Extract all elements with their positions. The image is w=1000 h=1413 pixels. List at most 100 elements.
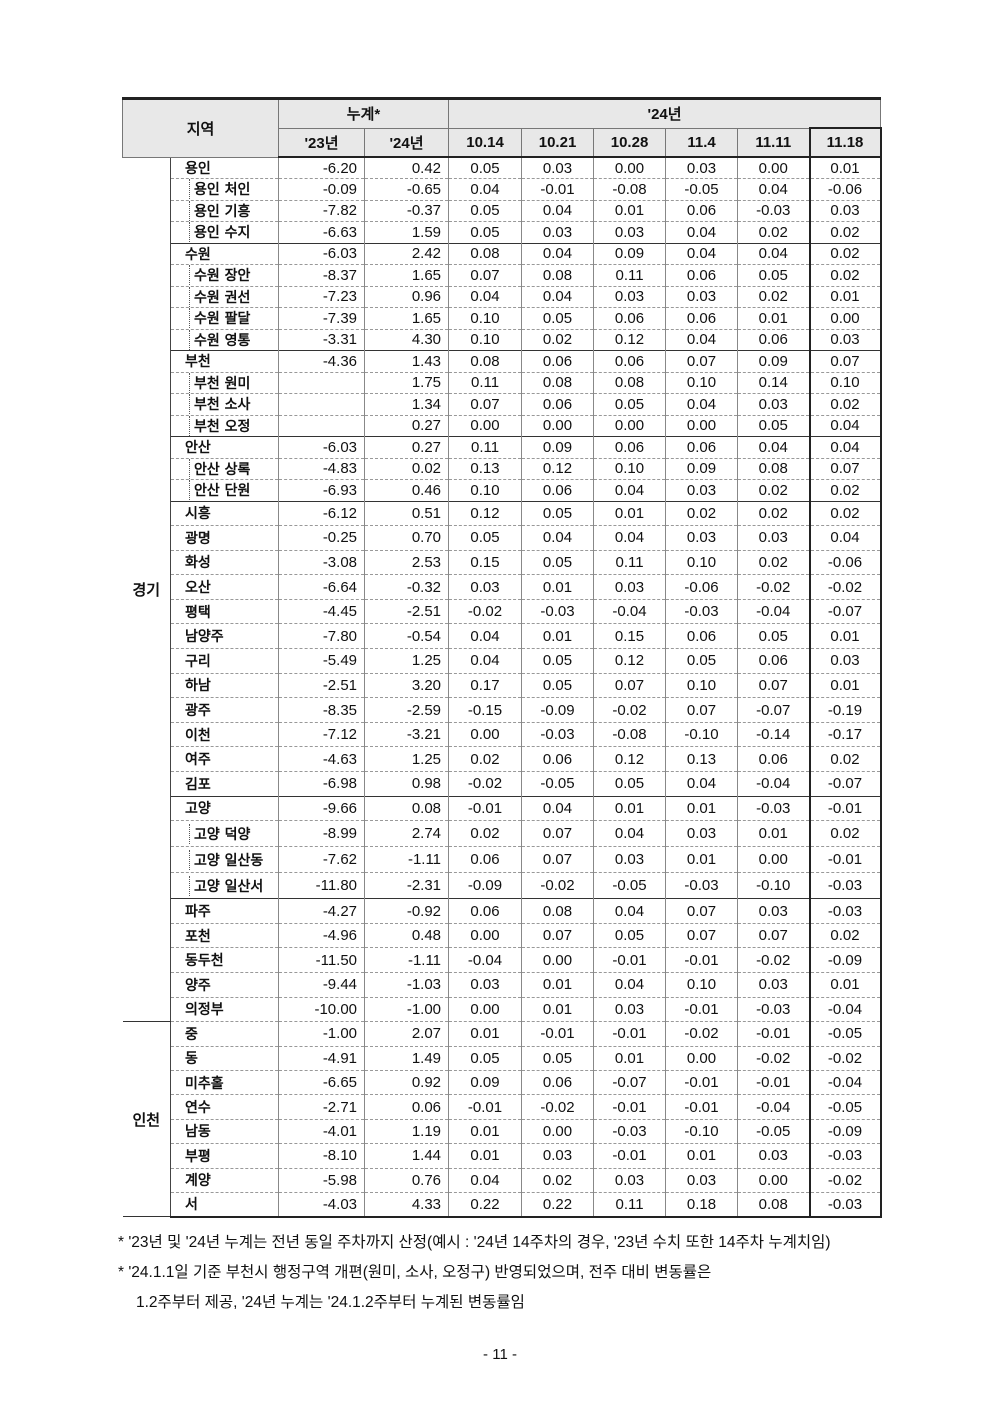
region-name: 오산 bbox=[169, 574, 279, 600]
table-row: 수원 장안 -8.37 1.65 0.07 0.08 0.11 0.06 0.05 0.02 bbox=[123, 264, 882, 287]
weekly-change-cell: 0.01 bbox=[665, 1143, 738, 1169]
weekly-change-cell: 0.01 bbox=[448, 1143, 522, 1169]
cumulative-cell: 1.43 bbox=[364, 350, 449, 373]
weekly-change-cell: 0.08 bbox=[593, 372, 666, 394]
weekly-change-cell: -0.01 bbox=[521, 178, 594, 201]
cumulative-cell: 0.92 bbox=[364, 1070, 449, 1096]
region-name-text: 부천 원미 bbox=[189, 372, 250, 393]
cumulative-cell: 3.20 bbox=[364, 673, 449, 699]
weekly-change-cell: 0.02 bbox=[737, 500, 810, 527]
table-row: 안산 상록 -4.83 0.02 0.13 0.12 0.10 0.09 0.08 0.07 bbox=[123, 458, 882, 480]
weekly-change-cell: 0.03 bbox=[665, 525, 738, 551]
cumulative-cell: -6.12 bbox=[278, 500, 365, 527]
cumulative-cell: -4.83 bbox=[278, 458, 365, 480]
table-row: 고양 덕양 -8.99 2.74 0.02 0.07 0.04 0.03 0.01 0.02 bbox=[123, 820, 882, 848]
cumulative-cell: 0.27 bbox=[364, 415, 449, 437]
weekly-change-cell: 0.08 bbox=[737, 1192, 810, 1218]
cumulative-cell: -7.80 bbox=[278, 623, 365, 650]
cumulative-cell: -0.92 bbox=[364, 898, 449, 924]
region-name-text: 수원 장안 bbox=[189, 265, 250, 286]
region-name-text: 연수 bbox=[185, 1100, 211, 1117]
cumulative-cell: -1.03 bbox=[364, 972, 449, 998]
cumulative-cell: 1.25 bbox=[364, 648, 449, 674]
cumulative-cell: -1.11 bbox=[364, 947, 449, 973]
table-row: 계양 -5.98 0.76 0.04 0.02 0.03 0.03 0.00 -0.02 bbox=[123, 1168, 882, 1193]
weekly-change-cell: 0.04 bbox=[737, 242, 810, 265]
weekly-change-cell: 0.03 bbox=[593, 574, 666, 600]
region-name-text: 용인 bbox=[185, 160, 211, 177]
header-week: 10.14 bbox=[448, 127, 523, 158]
weekly-change-cell: 0.00 bbox=[448, 997, 522, 1023]
cumulative-cell: 0.51 bbox=[364, 500, 449, 527]
weekly-change-cell: 0.03 bbox=[593, 286, 666, 308]
region-name-text: 파주 bbox=[185, 904, 211, 921]
weekly-change-cell: 0.06 bbox=[665, 264, 738, 287]
cumulative-cell: 1.65 bbox=[364, 264, 449, 287]
weekly-change-cell: 0.06 bbox=[737, 329, 810, 351]
weekly-change-cell: 0.10 bbox=[665, 550, 738, 576]
cumulative-cell: 1.65 bbox=[364, 307, 449, 330]
weekly-change-cell: -0.01 bbox=[808, 846, 882, 874]
header-week: 11.18 bbox=[808, 127, 882, 158]
weekly-change-cell: -0.10 bbox=[737, 872, 810, 900]
weekly-change-cell: 0.13 bbox=[665, 746, 738, 773]
weekly-change-cell: -0.04 bbox=[737, 599, 810, 625]
weekly-change-cell: 0.01 bbox=[808, 157, 882, 179]
weekly-change-cell: 0.07 bbox=[665, 923, 738, 949]
header-week: 10.21 bbox=[521, 127, 595, 158]
weekly-change-cell: 0.00 bbox=[665, 1046, 738, 1071]
region-name: 남양주 bbox=[169, 623, 279, 650]
weekly-change-cell: 0.03 bbox=[737, 1143, 810, 1169]
table-row: 인천 중 -1.00 2.07 0.01 -0.01 -0.01 -0.02 -0.01 -0.0… bbox=[122, 1021, 882, 1218]
region-name-text: 포천 bbox=[185, 928, 211, 945]
region-name-text: 용인 처인 bbox=[189, 179, 250, 200]
region-name: 중 bbox=[169, 1021, 279, 1047]
weekly-change-cell: 0.09 bbox=[737, 350, 810, 373]
weekly-change-cell: 0.06 bbox=[448, 898, 522, 924]
weekly-change-cell: 0.08 bbox=[448, 242, 522, 265]
weekly-change-cell: 0.12 bbox=[593, 746, 666, 773]
cumulative-cell: -0.65 bbox=[364, 178, 449, 201]
table-row: 이천 -7.12 -3.21 0.00 -0.03 -0.08 -0.10 -0.14 -0.1… bbox=[123, 722, 882, 748]
cumulative-cell: -7.23 bbox=[278, 286, 365, 308]
weekly-change-cell: 0.03 bbox=[448, 972, 522, 998]
weekly-change-cell: 0.06 bbox=[665, 307, 738, 330]
price-change-table: 지역 누계* '24년 '23년 '24년 10.14 10.21 10.28 … bbox=[121, 97, 882, 1218]
weekly-change-cell: 0.02 bbox=[808, 264, 882, 287]
weekly-change-cell: 0.01 bbox=[448, 1021, 522, 1047]
region-name: 남동 bbox=[169, 1119, 279, 1145]
cumulative-cell: -0.09 bbox=[278, 178, 365, 201]
cumulative-cell: -4.27 bbox=[278, 898, 365, 924]
weekly-change-cell: 0.05 bbox=[737, 264, 810, 287]
group-label: 경기 bbox=[122, 156, 171, 1023]
weekly-change-cell: 0.09 bbox=[665, 458, 738, 480]
weekly-change-cell: 0.01 bbox=[448, 1119, 522, 1145]
weekly-change-cell: 0.09 bbox=[448, 1070, 522, 1096]
cumulative-cell: -7.39 bbox=[278, 307, 365, 330]
weekly-change-cell: -0.06 bbox=[808, 178, 882, 201]
weekly-change-cell: 0.10 bbox=[593, 458, 666, 480]
weekly-change-cell: -0.04 bbox=[808, 1070, 882, 1096]
region-name-text: 하남 bbox=[185, 678, 211, 695]
cumulative-cell: 2.07 bbox=[364, 1021, 449, 1047]
weekly-change-cell: -0.03 bbox=[665, 872, 738, 900]
weekly-change-cell: 0.08 bbox=[448, 350, 522, 373]
cumulative-cell: -11.80 bbox=[278, 872, 365, 900]
weekly-change-cell: 0.04 bbox=[808, 415, 882, 437]
region-name-text: 고양 일산서 bbox=[189, 875, 263, 896]
weekly-change-cell: 0.06 bbox=[665, 623, 738, 650]
weekly-change-cell: -0.07 bbox=[737, 697, 810, 723]
weekly-change-cell: 0.07 bbox=[808, 350, 882, 373]
weekly-change-cell: 0.04 bbox=[521, 286, 594, 308]
weekly-change-cell: 0.07 bbox=[521, 846, 594, 874]
weekly-change-cell: 0.01 bbox=[593, 795, 666, 822]
weekly-change-cell: 0.03 bbox=[665, 479, 738, 502]
weekly-change-cell: 0.06 bbox=[593, 350, 666, 373]
weekly-change-cell: 0.03 bbox=[593, 221, 666, 244]
region-name-text: 이천 bbox=[185, 727, 211, 744]
header-week: 11.4 bbox=[665, 127, 739, 158]
weekly-change-cell: -0.01 bbox=[521, 1021, 594, 1047]
table-row: 부평 -8.10 1.44 0.01 0.03 -0.01 0.01 0.03 -0.03 bbox=[123, 1143, 882, 1169]
cumulative-cell: -11.50 bbox=[278, 947, 365, 973]
cumulative-cell: 2.53 bbox=[364, 550, 449, 576]
